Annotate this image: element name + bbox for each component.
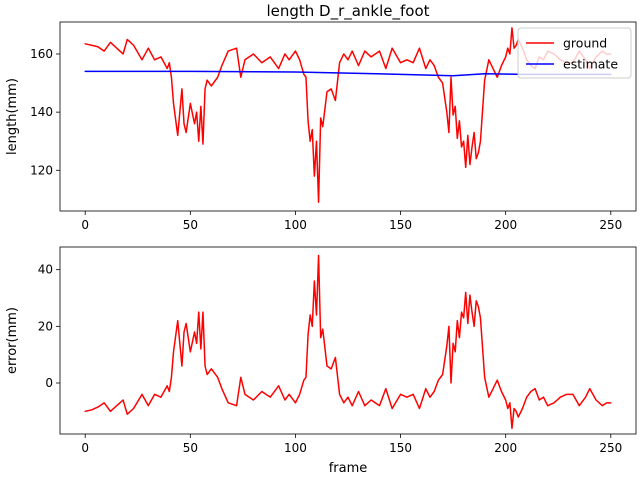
x-tick-label: 0 <box>81 441 89 455</box>
series-line-error-0 <box>84 254 612 430</box>
legend: ground estimate <box>517 27 632 79</box>
x-tick-label: 250 <box>599 218 622 232</box>
x-tick-label: 50 <box>183 441 198 455</box>
x-tick-label: 100 <box>284 218 307 232</box>
y-tick-label: 140 <box>30 105 53 119</box>
legend-label-ground: ground <box>563 36 607 51</box>
x-tick-label: 150 <box>389 218 412 232</box>
x-tick-label: 200 <box>494 441 517 455</box>
x-axis-label: frame <box>329 461 368 476</box>
y-tick-label: 40 <box>38 263 53 277</box>
chart-title: length D_r_ankle_foot <box>266 2 429 21</box>
legend-box <box>517 27 632 79</box>
y-axis-label: error(mm) <box>5 307 20 374</box>
axes-frame <box>59 21 637 212</box>
x-tick-label: 100 <box>284 441 307 455</box>
y-tick-label: 120 <box>30 163 53 177</box>
y-tick-label: 0 <box>45 376 53 390</box>
y-axis-label: length(mm) <box>5 78 20 155</box>
x-tick-label: 150 <box>389 441 412 455</box>
x-tick-label: 200 <box>494 218 517 232</box>
x-tick-label: 0 <box>81 218 89 232</box>
axes-frame <box>59 246 637 435</box>
top-panel: 0 50 100 150 200 250 120 140 160 length(mm) length… <box>5 2 637 232</box>
y-tick-label: 20 <box>38 319 53 333</box>
legend-label-estimate: estimate <box>563 57 618 72</box>
bottom-panel: 0 50 100 150 200 250 0 20 40 error(mm) frame <box>5 246 637 476</box>
y-tick-label: 160 <box>30 47 53 61</box>
x-tick-label: 250 <box>599 441 622 455</box>
series-line-ground <box>84 27 612 204</box>
x-tick-label: 50 <box>183 218 198 232</box>
